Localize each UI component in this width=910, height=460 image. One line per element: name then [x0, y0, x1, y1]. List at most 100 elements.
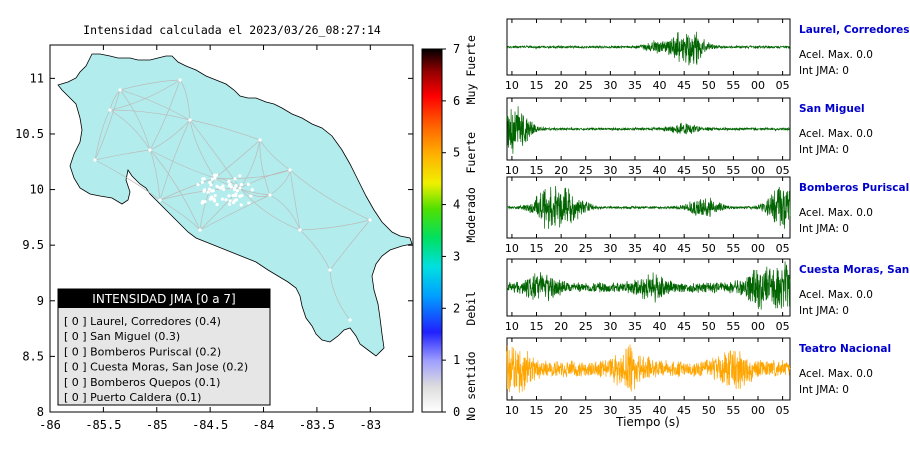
- road: [94, 109, 111, 161]
- waveform-panels: 10 15 20 25 30 35 40 45 50 55 00 05 Laurel, Corredor…: [505, 18, 910, 417]
- time-tick-label: 05: [776, 79, 790, 92]
- colorbar: 0 1 2 3 4 5 6 7 No sentido Debil Moderado Fuerte Mu…: [421, 35, 478, 421]
- time-tick-label: 25: [579, 242, 593, 255]
- road: [159, 199, 201, 231]
- time-tick-label: 45: [677, 404, 691, 417]
- legend-item: [ 0 ] Cuesta Moras, San Jose (0.2): [64, 361, 248, 374]
- station-dot: [227, 202, 232, 206]
- int-jma-label: Int JMA: 0: [799, 65, 849, 77]
- station-dot: [288, 168, 292, 172]
- station-dot: [200, 180, 204, 184]
- station-dot: [231, 193, 235, 198]
- station-dot: [209, 195, 214, 199]
- time-tick-label: 40: [653, 164, 667, 177]
- road: [239, 187, 301, 231]
- road: [299, 229, 331, 271]
- time-tick-label: 00: [751, 242, 765, 255]
- time-tick-label: 05: [776, 242, 790, 255]
- station-dot: [229, 185, 233, 189]
- road: [239, 169, 291, 189]
- road: [189, 119, 261, 141]
- time-tick-label: 35: [628, 320, 642, 333]
- time-tick-label: 40: [653, 404, 667, 417]
- colorbar-category-label: Fuerte: [464, 132, 478, 174]
- station-dot: [247, 201, 251, 205]
- colorbar-category-label: Muy Fuerte: [464, 35, 478, 104]
- acel-max-label: Acel. Max. 0.0: [799, 368, 873, 380]
- colorbar-category-label: Moderado: [464, 187, 478, 242]
- road: [269, 169, 291, 196]
- road: [189, 119, 241, 189]
- map-y-tick-label: 9: [37, 294, 44, 308]
- road: [149, 149, 201, 231]
- road: [329, 219, 371, 271]
- station-dot: [268, 193, 272, 197]
- road: [289, 169, 371, 221]
- station-dot: [93, 158, 97, 162]
- time-tick-label: 15: [530, 242, 544, 255]
- station-dot: [215, 184, 219, 188]
- map-x-tick-label: -86: [39, 418, 61, 432]
- time-tick-label: 25: [579, 79, 593, 92]
- waveform-panel: 10 15 20 25 30 35 40 45 50 55 00 05 Teatro Nacional A…: [505, 337, 891, 417]
- station-dot: [328, 268, 332, 272]
- time-tick-label: 30: [603, 404, 617, 417]
- station-dot: [108, 108, 112, 112]
- road: [119, 79, 181, 91]
- time-tick-label: 10: [505, 164, 519, 177]
- map-plot: -86 -85.5 -85 -84.5 -84 -83.5 -83 11 10.5 10 9.5 9…: [15, 44, 414, 432]
- station-dot: [249, 194, 253, 198]
- time-tick-label: 55: [726, 404, 740, 417]
- station-dot: [196, 183, 200, 187]
- road: [94, 159, 161, 201]
- colorbar-tick-label: 6: [453, 94, 460, 108]
- colorbar-tick-label: 0: [453, 405, 460, 419]
- time-tick-label: 45: [677, 320, 691, 333]
- map-x-tick-label: -84.5: [192, 418, 228, 432]
- station-dot: [203, 188, 207, 192]
- station-dot: [238, 174, 242, 178]
- colorbar-tick-label: 1: [453, 353, 460, 367]
- road: [289, 169, 301, 231]
- station-dot: [250, 188, 254, 192]
- road: [94, 89, 121, 161]
- legend-item: [ 0 ] Puerto Caldera (0.1): [64, 391, 201, 404]
- map-y-tick-label: 8: [37, 405, 44, 419]
- waveform-station-name: Teatro Nacional: [799, 343, 891, 355]
- station-dot: [207, 187, 212, 191]
- station-dot: [158, 198, 162, 202]
- station-dot: [206, 190, 210, 194]
- map-y-tick-label: 9.5: [22, 238, 44, 252]
- station-dot: [201, 199, 205, 204]
- station-dot: [220, 197, 225, 201]
- road: [179, 79, 191, 121]
- time-tick-label: 35: [628, 79, 642, 92]
- road: [329, 269, 351, 321]
- acel-max-label: Acel. Max. 0.0: [799, 128, 873, 140]
- station-dot: [298, 228, 302, 232]
- station-dot: [233, 177, 237, 181]
- intensity-legend: INTENSIDAD JMA [0 a 7] [ 0 ] Laurel, Cor…: [57, 288, 271, 406]
- colorbar-tick-label: 2: [453, 301, 460, 315]
- station-dot: [224, 198, 228, 202]
- time-tick-label: 40: [653, 320, 667, 333]
- int-jma-label: Int JMA: 0: [799, 384, 849, 396]
- road: [269, 194, 301, 231]
- station-dot: [222, 187, 226, 191]
- time-tick-label: 25: [579, 320, 593, 333]
- waveform-station-name: Cuesta Moras, San Jose: [799, 264, 910, 276]
- time-tick-label: 45: [677, 242, 691, 255]
- road: [149, 119, 191, 151]
- road: [214, 169, 291, 179]
- map-x-tick-label: -84: [253, 418, 275, 432]
- map-y-tick-label: 8.5: [22, 349, 44, 363]
- station-dot: [234, 198, 239, 202]
- time-tick-label: 50: [702, 79, 716, 92]
- time-tick-label: 00: [751, 320, 765, 333]
- station-dot: [227, 194, 231, 198]
- time-axis-label: Tiempo (s): [615, 415, 680, 429]
- road: [199, 194, 271, 231]
- station-dot: [203, 200, 207, 204]
- time-tick-label: 30: [603, 242, 617, 255]
